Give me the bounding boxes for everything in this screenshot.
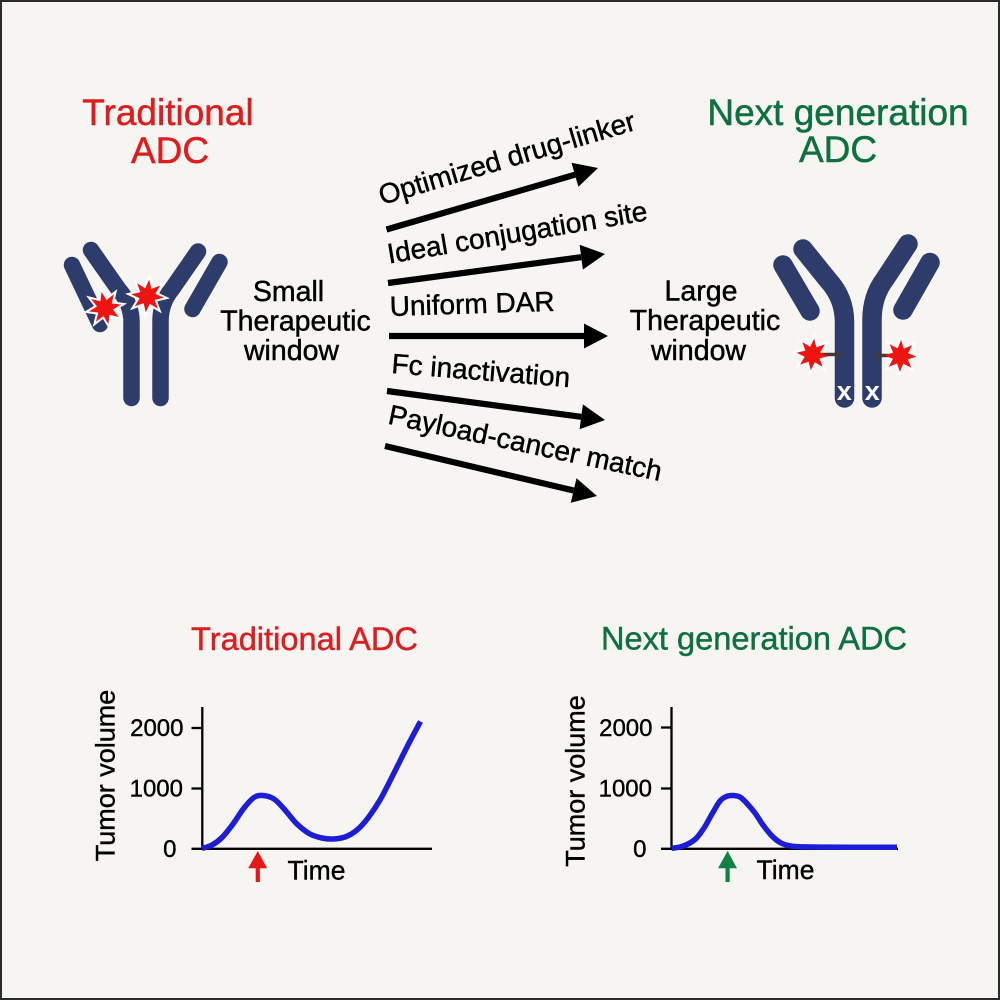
svg-text:window: window xyxy=(650,335,746,367)
svg-text:x: x xyxy=(865,376,880,406)
svg-text:Therapeutic: Therapeutic xyxy=(630,305,781,337)
svg-text:Therapeutic: Therapeutic xyxy=(220,306,371,338)
svg-text:Traditional ADC: Traditional ADC xyxy=(191,620,418,657)
svg-text:Next generation: Next generation xyxy=(707,92,968,133)
svg-text:Tumor volume: Tumor volume xyxy=(91,690,121,862)
svg-text:x: x xyxy=(837,376,852,406)
svg-text:Time: Time xyxy=(757,855,815,885)
svg-text:window: window xyxy=(243,335,339,367)
svg-text:Uniform DAR: Uniform DAR xyxy=(389,286,555,322)
svg-text:1000: 1000 xyxy=(130,776,183,803)
svg-text:Traditional: Traditional xyxy=(82,92,253,133)
svg-text:Tumor volume: Tumor volume xyxy=(561,695,591,867)
svg-text:1000: 1000 xyxy=(599,776,652,803)
svg-text:2000: 2000 xyxy=(130,715,183,742)
svg-text:0: 0 xyxy=(163,836,176,863)
svg-text:ADC: ADC xyxy=(131,130,209,171)
svg-text:ADC: ADC xyxy=(799,129,877,170)
svg-text:Next generation ADC: Next generation ADC xyxy=(601,620,907,657)
svg-text:Large: Large xyxy=(665,276,738,308)
svg-text:Time: Time xyxy=(288,856,346,886)
svg-text:2000: 2000 xyxy=(599,715,652,742)
svg-text:Small: Small xyxy=(253,276,324,308)
svg-text:0: 0 xyxy=(633,836,646,863)
